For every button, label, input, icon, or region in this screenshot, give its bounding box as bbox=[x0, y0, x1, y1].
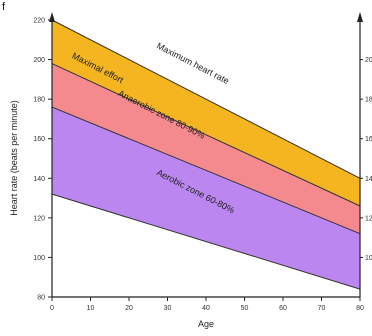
zone-areas bbox=[52, 20, 360, 290]
zone-boundary-lines bbox=[51, 19, 361, 290]
boundary-line-2 bbox=[51, 63, 361, 207]
boundary-line-3 bbox=[51, 106, 361, 235]
x-axis-label: Age bbox=[198, 319, 214, 329]
boundary-line-4 bbox=[51, 193, 361, 290]
axis-ticks: 0 10 20 30 40 50 60 70 80 80 100 120 140 160 180 200 220… bbox=[33, 18, 372, 313]
x-tick-label: 70 bbox=[318, 305, 326, 312]
y-tick-label: 180 bbox=[33, 97, 45, 104]
x-tick-label: 80 bbox=[356, 305, 364, 312]
right-axis-arrow bbox=[357, 12, 363, 22]
x-tick-label: 0 bbox=[50, 305, 54, 312]
zone-area-2 bbox=[52, 63, 360, 234]
y-axis-label: Heart rate (beats per minute) bbox=[9, 100, 19, 216]
x-tick-label: 10 bbox=[87, 305, 95, 312]
right-y-tick-label: 10 bbox=[365, 255, 372, 262]
y-tick-label: 200 bbox=[33, 57, 45, 64]
right-y-tick-label: 20 bbox=[365, 57, 372, 64]
right-y-tick-label: 16 bbox=[365, 136, 372, 143]
y-tick-label: 80 bbox=[37, 295, 45, 302]
x-tick-label: 30 bbox=[164, 305, 172, 312]
y-tick-label: 100 bbox=[33, 255, 45, 262]
right-y-tick-label: 18 bbox=[365, 97, 372, 104]
y-tick-label: 220 bbox=[33, 18, 45, 25]
x-tick-label: 60 bbox=[279, 305, 287, 312]
right-y-tick-label: 14 bbox=[365, 176, 372, 183]
y-tick-label: 120 bbox=[33, 215, 45, 222]
boundary-line-1 bbox=[51, 19, 361, 179]
x-tick-label: 50 bbox=[241, 305, 249, 312]
zone-area-1 bbox=[52, 20, 360, 206]
right-y-tick-label: 12 bbox=[365, 215, 372, 222]
y-tick-label: 160 bbox=[33, 136, 45, 143]
corner-mark: f bbox=[2, 1, 6, 13]
x-tick-label: 40 bbox=[202, 305, 210, 312]
zone-area-3 bbox=[52, 107, 360, 290]
x-tick-label: 20 bbox=[125, 305, 133, 312]
y-tick-label: 140 bbox=[33, 176, 45, 183]
